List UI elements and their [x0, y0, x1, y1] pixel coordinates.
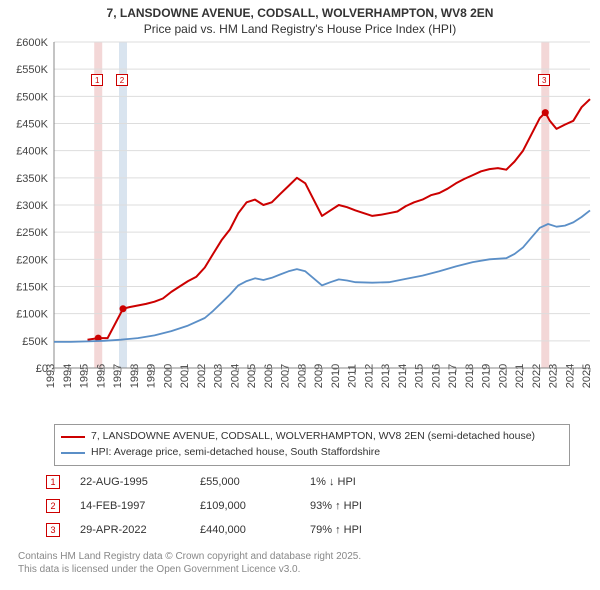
svg-text:2019: 2019	[481, 364, 493, 388]
chart-marker-badge: 2	[116, 74, 128, 86]
svg-text:2002: 2002	[196, 364, 208, 388]
svg-text:2007: 2007	[280, 364, 292, 388]
legend: 7, LANSDOWNE AVENUE, CODSALL, WOLVERHAMP…	[54, 424, 570, 466]
svg-text:2004: 2004	[229, 364, 241, 388]
marker-badge: 2	[46, 499, 60, 513]
svg-text:£100K: £100K	[16, 309, 48, 321]
svg-text:2025: 2025	[581, 364, 593, 388]
svg-text:2020: 2020	[497, 364, 509, 388]
svg-text:2001: 2001	[179, 364, 191, 388]
table-row: 1 22-AUG-1995 £55,000 1% ↓ HPI	[46, 470, 600, 494]
svg-text:£550K: £550K	[16, 64, 48, 76]
svg-text:2013: 2013	[380, 364, 392, 388]
svg-text:2023: 2023	[548, 364, 560, 388]
svg-text:2017: 2017	[447, 364, 459, 388]
attribution: Contains HM Land Registry data © Crown c…	[18, 550, 590, 576]
svg-text:2022: 2022	[531, 364, 543, 388]
svg-text:1993: 1993	[45, 364, 57, 388]
svg-text:2005: 2005	[246, 364, 258, 388]
chart-title-block: 7, LANSDOWNE AVENUE, CODSALL, WOLVERHAMP…	[0, 0, 600, 38]
chart-subtitle: Price paid vs. HM Land Registry's House …	[10, 22, 590, 36]
svg-text:1996: 1996	[95, 364, 107, 388]
marker-date: 29-APR-2022	[80, 524, 180, 536]
svg-text:2010: 2010	[330, 364, 342, 388]
chart-title-address: 7, LANSDOWNE AVENUE, CODSALL, WOLVERHAMP…	[10, 6, 590, 20]
svg-text:2008: 2008	[296, 364, 308, 388]
marker-date: 14-FEB-1997	[80, 500, 180, 512]
chart-svg: £0£50K£100K£150K£200K£250K£300K£350K£400…	[0, 38, 600, 418]
svg-text:2006: 2006	[263, 364, 275, 388]
legend-swatch	[61, 452, 85, 454]
legend-item-hpi: HPI: Average price, semi-detached house,…	[61, 445, 563, 461]
svg-text:1995: 1995	[79, 364, 91, 388]
svg-text:£150K: £150K	[16, 282, 48, 294]
svg-text:£400K: £400K	[16, 146, 48, 158]
price-chart: £0£50K£100K£150K£200K£250K£300K£350K£400…	[0, 38, 600, 418]
marker-date: 22-AUG-1995	[80, 476, 180, 488]
legend-swatch	[61, 436, 85, 438]
marker-change: 93% ↑ HPI	[310, 500, 420, 512]
svg-text:2024: 2024	[564, 364, 576, 388]
attribution-line: Contains HM Land Registry data © Crown c…	[18, 550, 590, 563]
svg-text:2009: 2009	[313, 364, 325, 388]
svg-text:£450K: £450K	[16, 119, 48, 131]
marker-price: £55,000	[200, 476, 290, 488]
legend-label: 7, LANSDOWNE AVENUE, CODSALL, WOLVERHAMP…	[91, 429, 535, 445]
svg-text:£250K: £250K	[16, 227, 48, 239]
table-row: 2 14-FEB-1997 £109,000 93% ↑ HPI	[46, 494, 600, 518]
svg-text:2015: 2015	[414, 364, 426, 388]
legend-label: HPI: Average price, semi-detached house,…	[91, 445, 380, 461]
svg-text:2014: 2014	[397, 364, 409, 388]
sale-markers-table: 1 22-AUG-1995 £55,000 1% ↓ HPI 2 14-FEB-…	[46, 470, 600, 542]
svg-text:2021: 2021	[514, 364, 526, 388]
svg-text:2003: 2003	[213, 364, 225, 388]
svg-text:1998: 1998	[129, 364, 141, 388]
svg-text:1997: 1997	[112, 364, 124, 388]
marker-price: £440,000	[200, 524, 290, 536]
svg-text:2018: 2018	[464, 364, 476, 388]
attribution-line: This data is licensed under the Open Gov…	[18, 563, 590, 576]
svg-text:2012: 2012	[363, 364, 375, 388]
chart-marker-badge: 1	[91, 74, 103, 86]
legend-item-price-paid: 7, LANSDOWNE AVENUE, CODSALL, WOLVERHAMP…	[61, 429, 563, 445]
chart-marker-badge: 3	[538, 74, 550, 86]
svg-text:£300K: £300K	[16, 200, 48, 212]
svg-text:£600K: £600K	[16, 38, 48, 49]
table-row: 3 29-APR-2022 £440,000 79% ↑ HPI	[46, 518, 600, 542]
svg-text:£200K: £200K	[16, 254, 48, 266]
marker-change: 79% ↑ HPI	[310, 524, 420, 536]
svg-text:2016: 2016	[430, 364, 442, 388]
marker-change: 1% ↓ HPI	[310, 476, 420, 488]
svg-text:£50K: £50K	[22, 336, 48, 348]
marker-price: £109,000	[200, 500, 290, 512]
svg-text:£350K: £350K	[16, 173, 48, 185]
svg-text:1999: 1999	[146, 364, 158, 388]
marker-badge: 1	[46, 475, 60, 489]
svg-text:1994: 1994	[62, 364, 74, 388]
svg-text:2000: 2000	[162, 364, 174, 388]
marker-badge: 3	[46, 523, 60, 537]
svg-text:£500K: £500K	[16, 91, 48, 103]
